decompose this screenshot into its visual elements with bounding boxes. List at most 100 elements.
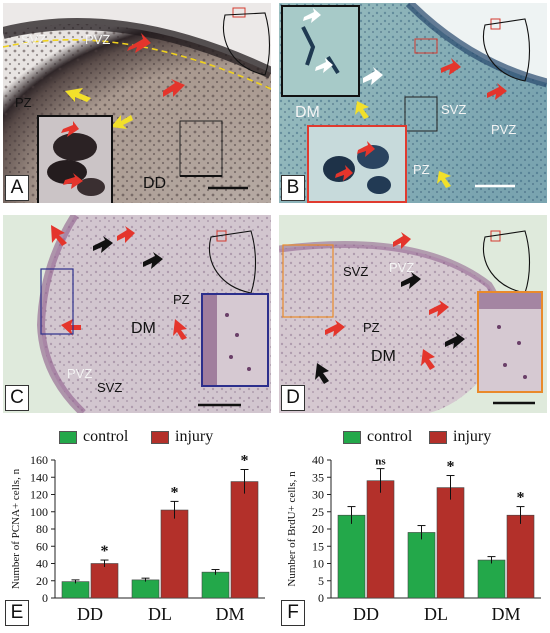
label-svz: SVZ: [343, 264, 369, 279]
significance-marker: *: [447, 459, 455, 476]
arrows-b: [355, 18, 531, 188]
legend-control: control: [343, 428, 412, 446]
bar-control: [337, 514, 366, 599]
yellow-arrow: [437, 171, 451, 188]
bar-injury: [90, 563, 119, 599]
inset-b-image-black: [283, 7, 358, 95]
inset-d-zoom: [477, 291, 543, 393]
y-axis-label: Number of BrdU+ cells, n: [286, 471, 298, 587]
label-svz: SVZ: [97, 380, 123, 395]
bar-control: [407, 532, 436, 599]
legend-swatch-control: [59, 430, 77, 444]
label-pz: PZ: [15, 95, 32, 110]
legend-label-injury: injury: [453, 428, 492, 445]
legend-swatch-injury: [429, 430, 447, 444]
y-axis-label: Number of PCNA+ cells, n: [10, 468, 22, 589]
inset-b-image-red: [309, 127, 405, 201]
white-arrow: [303, 8, 321, 23]
inset-a-zoom: [37, 115, 113, 203]
significance-marker: *: [101, 543, 109, 560]
panel-letter-c: C: [5, 385, 29, 411]
legend-label-injury: injury: [175, 428, 214, 445]
label-dm: DM: [295, 104, 320, 121]
red-arrow: [51, 225, 67, 246]
panel-letter-f: F: [281, 600, 305, 626]
y-tick-label: 0: [318, 591, 324, 605]
significance-marker: *: [241, 452, 249, 469]
yellow-arrow: [111, 115, 133, 129]
label-pvz: PVZ: [67, 366, 93, 381]
label-pvz: PVZ: [491, 122, 517, 137]
bar-chart-f: 0 5 10 15 20 25 30 35 40 Number of BrdU+ cells, n…: [286, 453, 541, 624]
red-arrow: [487, 83, 507, 100]
inset-c-image: [203, 295, 267, 385]
y-tick-label: 40: [312, 453, 324, 467]
label-pz: PZ: [413, 162, 430, 177]
bar-control: [131, 579, 160, 599]
bar-chart-e: 0 20 40 60 80 100 120 140 160 Number of PCNA+ cel…: [10, 452, 265, 624]
y-tick-label: 15: [312, 539, 324, 553]
red-arrow: [61, 319, 81, 336]
label-pz: PZ: [173, 292, 190, 307]
label-pvz: PVZ: [389, 260, 415, 275]
bar-injury: [436, 487, 465, 599]
y-tick-label: 10: [312, 557, 324, 571]
red-arrow: [163, 79, 185, 97]
legend-injury: injury: [151, 428, 213, 446]
y-tick-label: 20: [312, 522, 324, 536]
micrograph-panel-c: PZ DM PVZ SVZ C: [3, 215, 271, 413]
chart-panel-e: control injury 0 20 40 60 80 100 120 140 160 Numb…: [3, 426, 271, 628]
y-tick-label: 35: [312, 470, 324, 484]
y-tick-label: 40: [36, 557, 48, 571]
x-tick-label: DL: [424, 604, 448, 624]
label-dm: DM: [371, 348, 396, 365]
black-arrow: [445, 332, 465, 349]
y-tick-label: 20: [36, 574, 48, 588]
black-arrow: [143, 252, 163, 269]
arrows-c: [40, 225, 257, 407]
inset-b-zoom-red: [307, 125, 407, 203]
significance-marker: *: [517, 490, 525, 507]
red-arrow: [173, 319, 187, 340]
legend-injury: injury: [429, 428, 491, 446]
panel-letter-e: E: [5, 600, 29, 626]
red-arrow: [325, 320, 345, 337]
label-svz: SVZ: [441, 102, 467, 117]
significance-marker: *: [171, 484, 179, 501]
arrows-a: [65, 7, 271, 190]
arrows-d: [282, 230, 535, 405]
micrograph-panel-b: DM SVZ PVZ PZ B: [279, 3, 547, 203]
panel-letter-a: A: [5, 175, 29, 201]
legend-label-control: control: [367, 428, 413, 445]
yellow-arrow: [65, 88, 91, 102]
x-tick-label: DD: [77, 604, 103, 624]
legend-swatch-control: [343, 430, 361, 444]
x-tick-label: DD: [353, 604, 379, 624]
inset-c-zoom: [201, 293, 269, 387]
significance-marker: ns: [375, 456, 386, 468]
y-tick-label: 80: [36, 522, 48, 536]
yellow-arrow: [355, 101, 369, 119]
inset-d-image: [479, 293, 541, 391]
label-svz: SVZ: [21, 32, 47, 47]
bar-injury: [230, 481, 259, 599]
bar-control: [61, 581, 90, 599]
label-dd: DD: [143, 175, 167, 192]
y-tick-label: 0: [42, 591, 48, 605]
micrograph-panel-a: SVZ PVZ PZ DD A: [3, 3, 271, 203]
x-tick-label: DL: [148, 604, 172, 624]
y-tick-label: 120: [30, 488, 48, 502]
inset-b-zoom-black: [281, 5, 360, 97]
panel-letter-b: B: [281, 175, 305, 201]
inset-a-image: [39, 117, 111, 203]
x-tick-label: DM: [215, 604, 244, 624]
legend-swatch-injury: [151, 430, 169, 444]
label-dm: DM: [131, 320, 156, 337]
black-arrow: [401, 272, 421, 289]
panel-letter-d: D: [281, 385, 305, 411]
legend-control: control: [59, 428, 128, 446]
chart-panel-f: control injury 0 5 10 15 20 25 30 35 40 Number of…: [279, 426, 547, 628]
bar-injury: [160, 509, 189, 599]
red-arrow: [429, 300, 449, 317]
black-arrow: [93, 236, 113, 253]
